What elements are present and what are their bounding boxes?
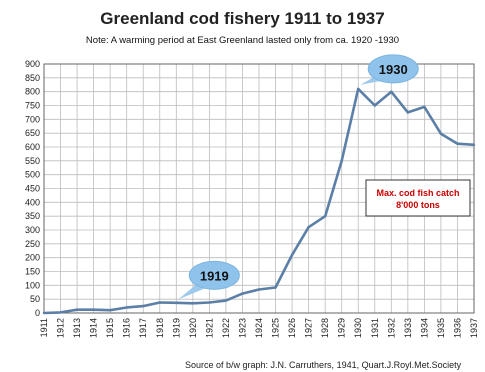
data-point <box>324 215 326 217</box>
x-tick-label: 1913 <box>72 318 82 338</box>
x-tick-label: 1928 <box>320 318 330 338</box>
y-tick-label: 700 <box>25 114 40 124</box>
data-point <box>274 286 276 288</box>
data-point <box>225 299 227 301</box>
data-point <box>125 306 127 308</box>
x-tick-label: 1933 <box>403 318 413 338</box>
callout-label: 1930 <box>379 62 408 77</box>
x-tick-label: 1926 <box>287 318 297 338</box>
y-tick-label: 350 <box>25 211 40 221</box>
y-tick-label: 800 <box>25 87 40 97</box>
x-tick-label: 1920 <box>188 318 198 338</box>
max-catch-annotation: Max. cod fish catch 8'000 tons <box>366 180 470 216</box>
x-tick-label: 1918 <box>155 318 165 338</box>
data-point <box>456 142 458 144</box>
data-point <box>142 305 144 307</box>
data-point <box>307 226 309 228</box>
data-point <box>390 90 392 92</box>
data-point <box>440 133 442 135</box>
data-point <box>43 312 45 314</box>
y-tick-label: 100 <box>25 280 40 290</box>
data-point <box>76 308 78 310</box>
data-point <box>175 302 177 304</box>
x-tick-label: 1915 <box>105 318 115 338</box>
x-tick-label: 1912 <box>56 318 66 338</box>
data-point <box>473 144 475 146</box>
x-tick-label: 1930 <box>353 318 363 338</box>
annotation-line-1: Max. cod fish catch <box>376 188 459 198</box>
x-tick-label: 1924 <box>254 318 264 338</box>
y-tick-label: 400 <box>25 197 40 207</box>
x-tick-label: 1925 <box>271 318 281 338</box>
y-tick-label: 850 <box>25 73 40 83</box>
x-tick-label: 1934 <box>419 318 429 338</box>
x-tick-label: 1936 <box>452 318 462 338</box>
x-tick-label: 1923 <box>237 318 247 338</box>
callout-label: 1919 <box>200 268 229 283</box>
x-tick-label: 1914 <box>89 318 99 338</box>
data-point <box>357 88 359 90</box>
data-point <box>423 106 425 108</box>
data-point <box>92 308 94 310</box>
x-tick-label: 1919 <box>171 318 181 338</box>
data-point <box>208 301 210 303</box>
y-tick-label: 500 <box>25 170 40 180</box>
x-tick-label: 1917 <box>138 318 148 338</box>
x-tick-label: 1937 <box>469 318 479 338</box>
y-tick-label: 600 <box>25 142 40 152</box>
data-point <box>192 302 194 304</box>
x-tick-label: 1929 <box>337 318 347 338</box>
source-note: Source of b/w graph: J.N. Carruthers, 19… <box>185 360 461 370</box>
annotation-line-2: 8'000 tons <box>396 200 440 210</box>
x-tick-label: 1922 <box>221 318 231 338</box>
callout-1919: 1919 <box>178 261 239 299</box>
y-tick-label: 900 <box>25 59 40 69</box>
data-point <box>159 301 161 303</box>
x-tick-label: 1932 <box>386 318 396 338</box>
x-tick-label: 1921 <box>204 318 214 338</box>
data-point <box>109 309 111 311</box>
data-point <box>241 292 243 294</box>
x-tick-label: 1911 <box>39 318 49 337</box>
y-tick-label: 550 <box>25 156 40 166</box>
data-point <box>59 311 61 313</box>
data-point <box>340 160 342 162</box>
callout-1930: 1930 <box>360 55 418 85</box>
x-tick-label: 1931 <box>370 318 380 338</box>
y-tick-label: 0 <box>35 308 40 318</box>
x-tick-label: 1916 <box>122 318 132 338</box>
y-tick-label: 650 <box>25 128 40 138</box>
data-point <box>374 104 376 106</box>
x-tick-label: 1927 <box>304 318 314 338</box>
data-point <box>291 254 293 256</box>
y-tick-label: 450 <box>25 184 40 194</box>
y-tick-label: 300 <box>25 225 40 235</box>
y-tick-label: 250 <box>25 239 40 249</box>
y-tick-label: 50 <box>30 294 40 304</box>
y-tick-label: 150 <box>25 267 40 277</box>
x-tick-label: 1935 <box>436 318 446 338</box>
y-tick-label: 200 <box>25 253 40 263</box>
data-point <box>258 288 260 290</box>
data-point <box>407 111 409 113</box>
y-tick-label: 750 <box>25 101 40 111</box>
